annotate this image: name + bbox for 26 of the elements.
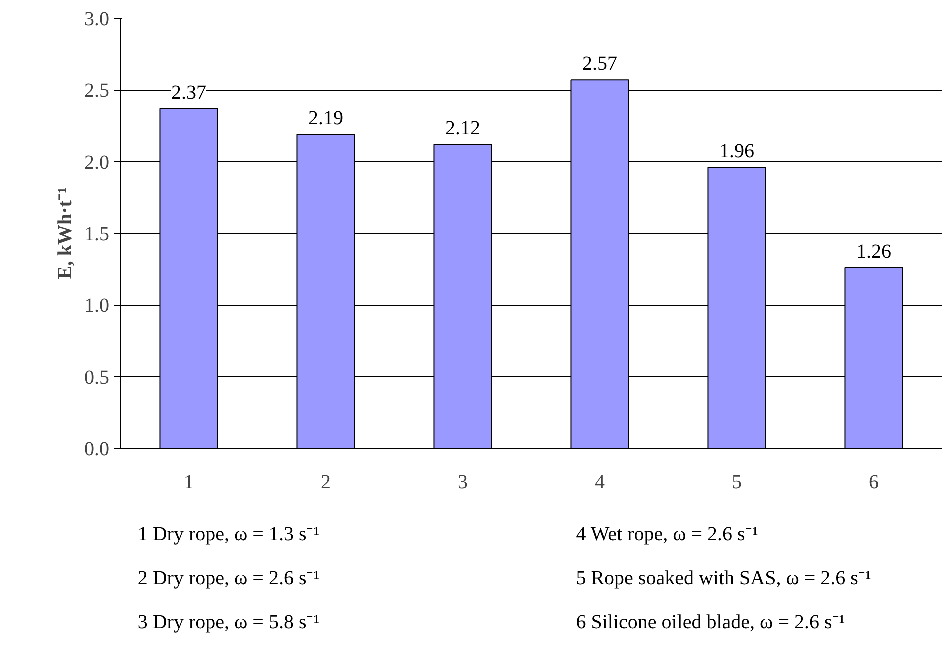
y-axis-title: E, kWh·t⁻¹ (54, 188, 76, 280)
x-tick-label: 6 (869, 472, 879, 494)
x-tick-label: 5 (732, 472, 742, 494)
x-tick-label: 3 (458, 472, 468, 494)
text: 4 Wet rope, ω = 2.6 s⁻¹ (576, 524, 758, 546)
text: 6 Silicone oiled blade, ω = 2.6 s⁻¹ (576, 612, 846, 634)
data-label: 2.57 (582, 53, 618, 76)
y-tick-label: 3.0 (84, 8, 110, 30)
x-tick-label: 2 (321, 472, 331, 494)
text: 2 Dry rope, ω = 2.6 s⁻¹ (138, 568, 320, 590)
text: 1 Dry rope, ω = 1.3 s⁻¹ (138, 524, 320, 546)
y-tick-label: 0.5 (84, 366, 110, 389)
text: 3 Dry rope, ω = 5.8 s⁻¹ (138, 612, 320, 634)
data-label: 2.12 (446, 118, 480, 140)
data-label: 1.96 (720, 140, 754, 163)
data-label: 2.19 (308, 108, 344, 130)
y-tick-label: 1.5 (84, 224, 110, 246)
data-label: 2.37 (172, 82, 206, 104)
x-tick-label: 1 (184, 472, 194, 494)
y-tick-label: 0.0 (84, 438, 110, 460)
y-tick-label: 1.0 (84, 295, 110, 318)
y-tick-label: 2.0 (84, 152, 110, 174)
data-label: 1.26 (856, 240, 892, 263)
x-tick-label: 4 (595, 472, 605, 494)
y-tick-label: 2.5 (84, 80, 110, 102)
text: 5 Rope soaked with SAS, ω = 2.6 s⁻¹ (576, 568, 872, 590)
